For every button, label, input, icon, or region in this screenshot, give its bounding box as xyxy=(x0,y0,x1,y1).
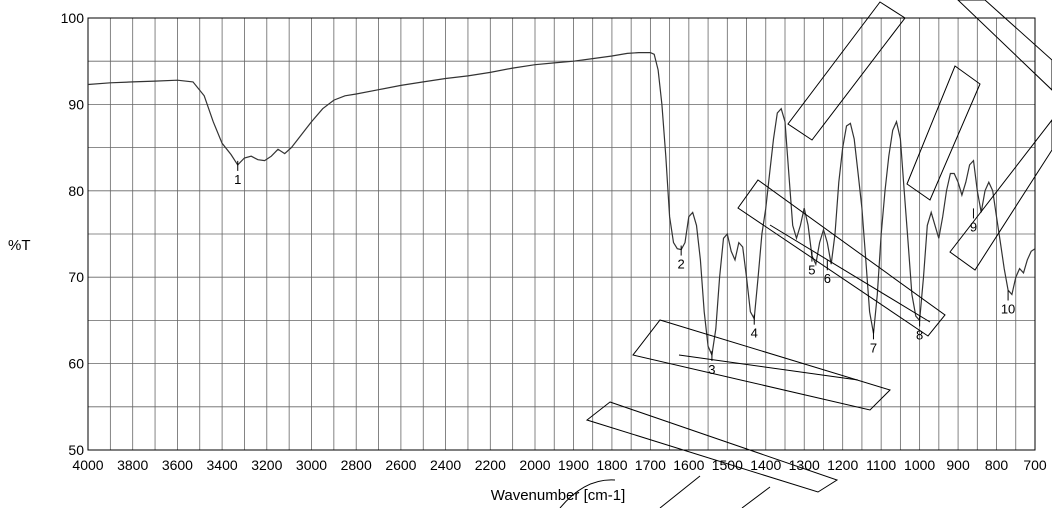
x-tick-label: 1200 xyxy=(827,457,858,473)
x-tick-label: 1600 xyxy=(673,457,704,473)
plot-grid xyxy=(87,17,1036,451)
x-axis-ticks: 4000 3800 3600 3400 3200 3000 2800 2600 2400 2200… xyxy=(72,457,1046,473)
x-tick-label: 4000 xyxy=(72,457,103,473)
x-tick-label: 2400 xyxy=(430,457,461,473)
peak-label: 5 xyxy=(808,263,815,278)
y-tick-label: 60 xyxy=(68,356,84,372)
peak-label: 8 xyxy=(916,327,923,342)
overlay-box xyxy=(957,0,1052,91)
y-tick-label: 90 xyxy=(68,96,84,112)
peak-label: 9 xyxy=(970,219,977,234)
x-tick-label: 1400 xyxy=(750,457,781,473)
x-tick-label: 800 xyxy=(985,457,1009,473)
peak-markers: 1 2 3 4 56 7 8 9 10 xyxy=(234,160,1015,377)
x-tick-label: 1500 xyxy=(712,457,743,473)
overlay-line xyxy=(559,479,616,508)
peak-label: 1 xyxy=(234,172,241,187)
x-tick-label: 3200 xyxy=(251,457,282,473)
overlay-box xyxy=(787,1,906,141)
x-tick-label: 3400 xyxy=(207,457,238,473)
plot-frame xyxy=(87,17,1036,451)
x-tick-label: 1700 xyxy=(635,457,666,473)
x-tick-label: 1000 xyxy=(904,457,935,473)
y-tick-label: 100 xyxy=(61,10,85,26)
overlay-box xyxy=(949,119,1052,271)
y-tick-label: 50 xyxy=(68,442,84,458)
y-axis-label: %T xyxy=(8,237,31,254)
x-tick-label: 1900 xyxy=(558,457,589,473)
x-axis-label: Wavenumber [cm-1] xyxy=(491,487,625,504)
peak-label: 4 xyxy=(751,326,758,341)
overlay-line xyxy=(769,224,931,323)
overlay-box xyxy=(737,179,946,337)
peak-label: 7 xyxy=(870,340,877,355)
x-tick-label: 3000 xyxy=(296,457,327,473)
y-tick-label: 70 xyxy=(68,269,84,285)
overlay-box xyxy=(906,65,981,201)
overlay-box xyxy=(632,319,891,411)
x-tick-label: 2600 xyxy=(385,457,416,473)
peak-label: 3 xyxy=(708,362,715,377)
x-tick-label: 900 xyxy=(946,457,970,473)
x-tick-label: 2000 xyxy=(519,457,550,473)
x-tick-label: 3600 xyxy=(162,457,193,473)
x-tick-label: 1300 xyxy=(789,457,820,473)
y-tick-label: 80 xyxy=(68,183,84,199)
x-tick-label: 1100 xyxy=(866,457,896,473)
peak-label: 2 xyxy=(678,257,685,272)
overlay-line xyxy=(678,354,859,381)
x-tick-label: 1800 xyxy=(596,457,627,473)
peak-label: 10 xyxy=(1001,301,1015,316)
decorative-overlay-boxes xyxy=(559,0,1052,508)
x-tick-label: 2800 xyxy=(341,457,372,473)
overlay-line xyxy=(659,475,701,508)
x-tick-label: 2200 xyxy=(475,457,506,473)
x-tick-label: 3800 xyxy=(117,457,148,473)
overlay-box xyxy=(585,401,839,493)
spectrum-line xyxy=(87,52,1036,358)
y-axis-ticks: 50 60 70 80 90 100 xyxy=(61,10,85,458)
x-tick-label: 700 xyxy=(1023,457,1047,473)
peak-label: 6 xyxy=(824,271,831,286)
overlay-line xyxy=(741,486,771,508)
